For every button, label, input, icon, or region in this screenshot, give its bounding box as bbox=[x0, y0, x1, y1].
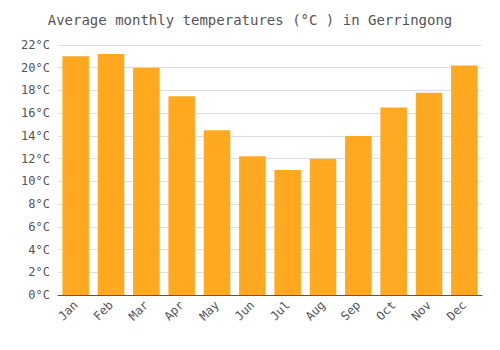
svg-text:Mar: Mar bbox=[126, 298, 151, 323]
svg-text:Jul: Jul bbox=[267, 298, 292, 323]
svg-text:18°C: 18°C bbox=[21, 83, 50, 97]
svg-text:Average monthly temperatures (: Average monthly temperatures (°C ) in Ge… bbox=[48, 12, 453, 28]
svg-text:10°C: 10°C bbox=[21, 174, 50, 188]
svg-text:May: May bbox=[197, 298, 222, 323]
svg-text:22°C: 22°C bbox=[21, 38, 50, 52]
svg-text:12°C: 12°C bbox=[21, 152, 50, 166]
svg-text:Feb: Feb bbox=[91, 298, 116, 323]
svg-text:Oct: Oct bbox=[373, 298, 398, 323]
svg-text:Aug: Aug bbox=[303, 298, 328, 323]
svg-text:Dec: Dec bbox=[444, 298, 469, 323]
svg-text:Jun: Jun bbox=[232, 298, 257, 323]
svg-text:6°C: 6°C bbox=[28, 220, 50, 234]
svg-text:Nov: Nov bbox=[409, 298, 434, 323]
svg-text:2°C: 2°C bbox=[28, 265, 50, 279]
svg-text:8°C: 8°C bbox=[28, 197, 50, 211]
svg-text:20°C: 20°C bbox=[21, 61, 50, 75]
svg-text:Sep: Sep bbox=[338, 298, 363, 323]
svg-text:16°C: 16°C bbox=[21, 106, 50, 120]
svg-text:0°C: 0°C bbox=[28, 288, 50, 302]
svg-text:Apr: Apr bbox=[161, 298, 186, 323]
svg-text:4°C: 4°C bbox=[28, 243, 50, 257]
svg-text:Jan: Jan bbox=[55, 298, 80, 323]
svg-text:14°C: 14°C bbox=[21, 129, 50, 143]
